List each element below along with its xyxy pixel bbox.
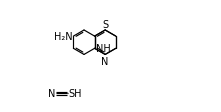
- Text: N: N: [101, 56, 109, 66]
- Text: H₂N: H₂N: [53, 31, 72, 41]
- Text: N: N: [48, 88, 55, 98]
- Text: S: S: [102, 19, 108, 29]
- Text: NH: NH: [96, 43, 111, 53]
- Text: SH: SH: [68, 88, 82, 98]
